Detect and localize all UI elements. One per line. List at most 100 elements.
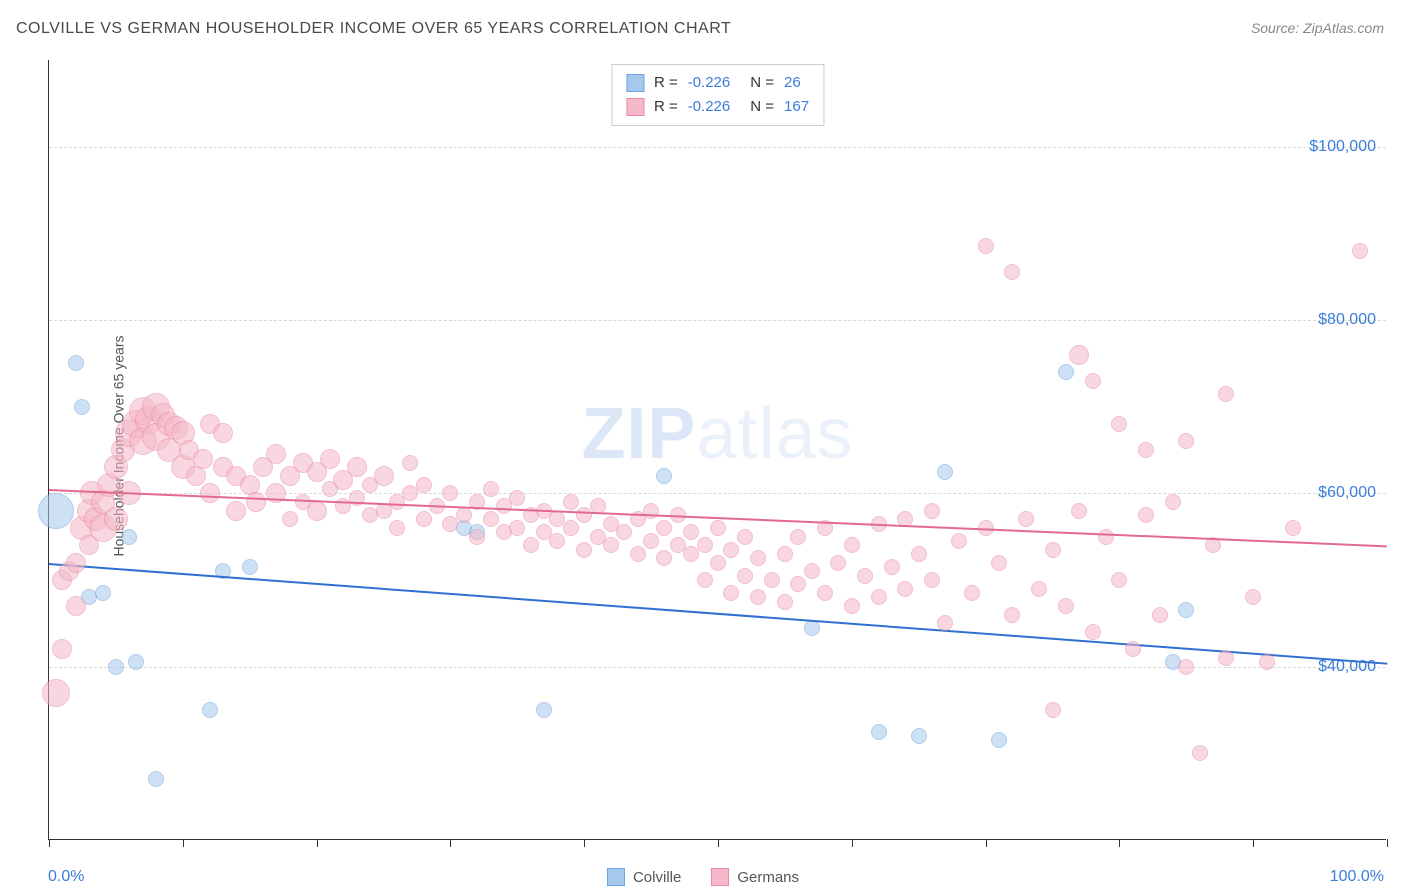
legend-item-2: Germans	[711, 868, 799, 886]
data-point	[509, 490, 525, 506]
data-point	[1085, 624, 1101, 640]
swatch-series-1	[626, 74, 644, 92]
plot-area: ZIPatlas R = -0.226 N = 26 R = -0.226 N …	[48, 60, 1386, 840]
x-tick	[317, 839, 318, 847]
x-axis-max-label: 100.0%	[1330, 868, 1384, 886]
data-point	[830, 555, 846, 571]
watermark: ZIPatlas	[581, 393, 853, 475]
data-point	[897, 581, 913, 597]
data-point	[656, 520, 672, 536]
correlation-legend: R = -0.226 N = 26 R = -0.226 N = 167	[611, 64, 824, 126]
data-point	[347, 457, 367, 477]
data-point	[1111, 416, 1127, 432]
data-point	[697, 572, 713, 588]
data-point	[1004, 264, 1020, 280]
data-point	[1192, 745, 1208, 761]
data-point	[469, 529, 485, 545]
x-tick	[49, 839, 50, 847]
data-point	[1245, 589, 1261, 605]
data-point	[844, 598, 860, 614]
corr-row-2: R = -0.226 N = 167	[626, 95, 809, 119]
data-point	[1259, 654, 1275, 670]
data-point	[1018, 511, 1034, 527]
data-point	[817, 585, 833, 601]
data-point	[266, 444, 286, 464]
data-point	[750, 550, 766, 566]
data-point	[737, 568, 753, 584]
chart-title: COLVILLE VS GERMAN HOUSEHOLDER INCOME OV…	[16, 20, 731, 38]
data-point	[523, 537, 539, 553]
gridline	[49, 320, 1386, 321]
source-attribution: Source: ZipAtlas.com	[1251, 20, 1384, 36]
x-tick	[1119, 839, 1120, 847]
corr-row-1: R = -0.226 N = 26	[626, 71, 809, 95]
data-point	[951, 533, 967, 549]
data-point	[563, 520, 579, 536]
data-point	[213, 423, 233, 443]
data-point	[1125, 641, 1141, 657]
data-point	[857, 568, 873, 584]
x-axis-min-label: 0.0%	[48, 868, 84, 886]
data-point	[282, 511, 298, 527]
data-point	[1058, 598, 1074, 614]
data-point	[884, 559, 900, 575]
data-point	[509, 520, 525, 536]
legend-swatch-2	[711, 868, 729, 886]
data-point	[307, 501, 327, 521]
data-point	[193, 449, 213, 469]
data-point	[128, 654, 144, 670]
data-point	[1138, 507, 1154, 523]
data-point	[42, 679, 70, 707]
data-point	[549, 533, 565, 549]
data-point	[937, 615, 953, 631]
data-point	[1352, 243, 1368, 259]
data-point	[66, 596, 86, 616]
swatch-series-2	[626, 98, 644, 116]
gridline	[49, 147, 1386, 148]
y-tick-label: $80,000	[1318, 311, 1376, 329]
data-point	[148, 771, 164, 787]
data-point	[68, 355, 84, 371]
y-tick-label: $100,000	[1309, 138, 1376, 156]
data-point	[1218, 650, 1234, 666]
data-point	[456, 507, 472, 523]
trend-line	[49, 489, 1387, 547]
data-point	[1069, 345, 1089, 365]
data-point	[964, 585, 980, 601]
data-point	[320, 449, 340, 469]
data-point	[656, 468, 672, 484]
data-point	[416, 477, 432, 493]
data-point	[630, 546, 646, 562]
x-tick	[183, 839, 184, 847]
data-point	[911, 546, 927, 562]
data-point	[1045, 542, 1061, 558]
data-point	[991, 555, 1007, 571]
legend-label-1: Colville	[633, 869, 681, 886]
data-point	[603, 537, 619, 553]
data-point	[576, 542, 592, 558]
data-point	[924, 572, 940, 588]
x-tick	[986, 839, 987, 847]
legend-label-2: Germans	[737, 869, 799, 886]
data-point	[246, 492, 266, 512]
data-point	[442, 485, 458, 501]
data-point	[723, 542, 739, 558]
data-point	[1165, 494, 1181, 510]
data-point	[536, 702, 552, 718]
data-point	[616, 524, 632, 540]
data-point	[871, 724, 887, 740]
data-point	[1138, 442, 1154, 458]
data-point	[1178, 659, 1194, 675]
data-point	[242, 559, 258, 575]
data-point	[710, 520, 726, 536]
data-point	[871, 589, 887, 605]
data-point	[790, 576, 806, 592]
data-point	[1004, 607, 1020, 623]
data-point	[1058, 364, 1074, 380]
x-tick	[450, 839, 451, 847]
data-point	[656, 550, 672, 566]
data-point	[389, 520, 405, 536]
data-point	[374, 466, 394, 486]
data-point	[1031, 581, 1047, 597]
series-legend: Colville Germans	[607, 868, 799, 886]
